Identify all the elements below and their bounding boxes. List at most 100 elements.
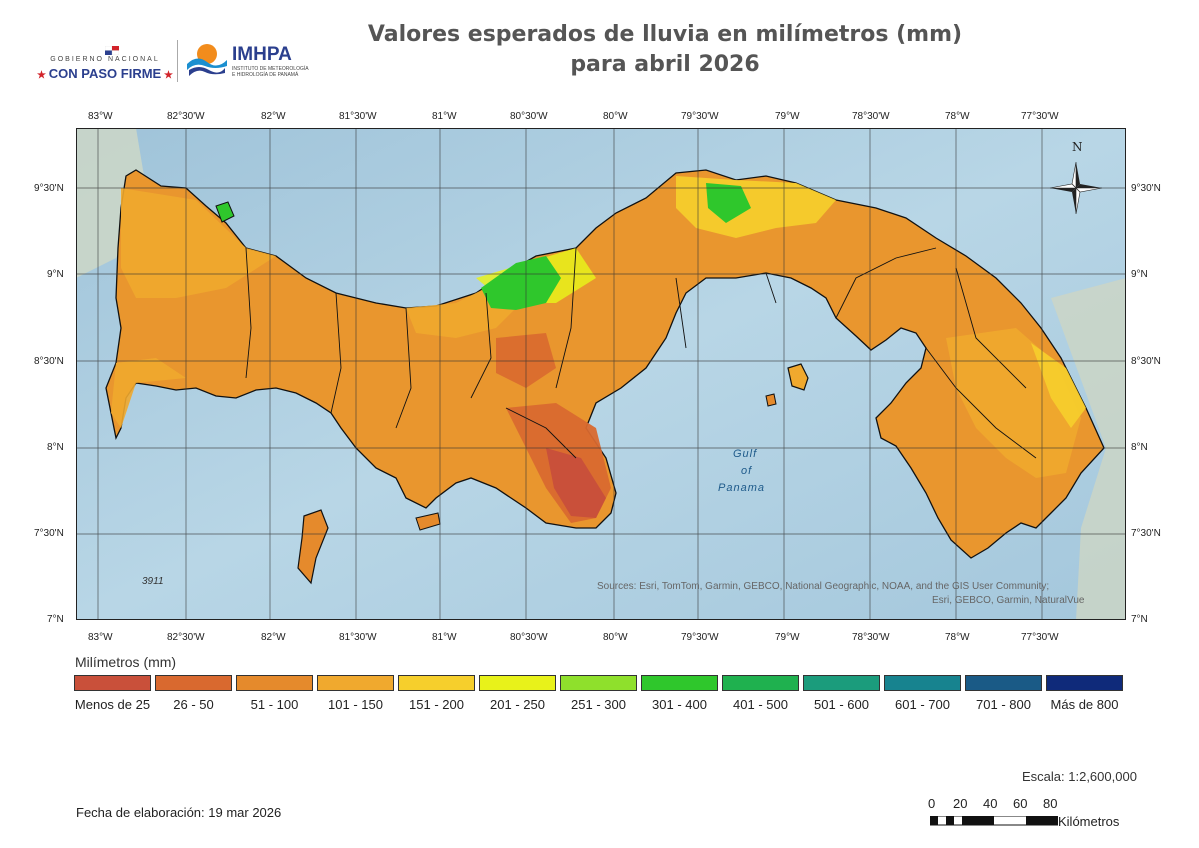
lon-tick-bottom: 83°W <box>88 632 113 643</box>
lon-tick-bottom: 82°W <box>261 632 286 643</box>
legend-label: 301 - 400 <box>652 697 707 712</box>
neighbor-land-east <box>1051 278 1126 620</box>
coiba-island <box>297 509 329 585</box>
scalebar-unit: Kilómetros <box>1058 814 1120 829</box>
lat-tick-left: 7°N <box>47 614 64 625</box>
legend-label: 251 - 300 <box>571 697 626 712</box>
lat-tick-left: 7°30'N <box>34 528 64 539</box>
lat-tick-right: 8°30'N <box>1131 356 1161 367</box>
lat-tick-left: 8°30'N <box>34 356 64 367</box>
depth-label: 3911 <box>142 576 164 587</box>
legend: Menos de 25 26 - 50 51 - 100 101 - 150 151 -… <box>74 675 1126 715</box>
lon-tick-bottom: 79°W <box>775 632 800 643</box>
panama-landmass <box>105 169 1105 559</box>
zone-301-400-north <box>706 183 751 223</box>
imhpa-wave-icon <box>187 44 227 76</box>
lat-tick-right: 7°30'N <box>1131 528 1161 539</box>
legend-label: 151 - 200 <box>409 697 464 712</box>
lon-tick-top: 78°W <box>945 111 970 122</box>
legend-label: Más de 800 <box>1050 697 1119 712</box>
zone-101-150-west <box>121 188 276 298</box>
legend-swatch <box>479 675 556 691</box>
legend-label: 201 - 250 <box>490 697 545 712</box>
legend-swatch <box>560 675 637 691</box>
lon-tick-top: 78°30'W <box>852 111 890 122</box>
scalebar-number: 20 <box>953 796 968 811</box>
legend-swatch <box>641 675 718 691</box>
title-line-1: Valores esperados de lluvia en milímetro… <box>367 22 963 47</box>
scalebar-number: 80 <box>1043 796 1058 811</box>
logo-divider <box>177 40 178 82</box>
lon-tick-bottom: 81°30'W <box>339 632 377 643</box>
legend-label: 26 - 50 <box>173 697 214 712</box>
legend-label: 101 - 150 <box>328 697 383 712</box>
scalebar-number: 40 <box>983 796 998 811</box>
lon-tick-bottom: 78°W <box>945 632 970 643</box>
lat-tick-right: 9°30'N <box>1131 183 1161 194</box>
attribution-line-2: Esri, GEBCO, Garmin, NaturalVue <box>932 595 1085 606</box>
pearl-islands <box>787 363 809 391</box>
lat-tick-right: 9°N <box>1131 269 1148 280</box>
legend-label: 51 - 100 <box>250 697 299 712</box>
graticule <box>76 128 1126 620</box>
lon-tick-top: 81°W <box>432 111 457 122</box>
gulf-label-2: of <box>741 465 753 477</box>
agency-name: IMHPA <box>232 44 292 65</box>
zone-less-25-azuero <box>546 448 606 518</box>
scalebar-number: 0 <box>928 796 936 811</box>
lon-tick-bottom: 78°30'W <box>852 632 890 643</box>
lat-tick-left: 9°N <box>47 269 64 280</box>
legend-swatch <box>317 675 394 691</box>
lat-tick-left: 9°30'N <box>34 183 64 194</box>
fecha-elaboracion: Fecha de elaboración: 19 mar 2026 <box>76 805 282 820</box>
legend-swatch <box>884 675 961 691</box>
north-arrow-icon <box>1049 161 1103 215</box>
title-line-2: para abril 2026 <box>570 52 760 77</box>
scalebar-number: 60 <box>1013 796 1028 811</box>
lon-tick-top: 80°30'W <box>510 111 548 122</box>
gov-line-1: GOBIERNO NACIONAL <box>50 56 160 63</box>
lat-tick-right: 7°N <box>1131 614 1148 625</box>
scale-ratio: Escala: 1:2,600,000 <box>1022 769 1137 784</box>
scale-bar: 0 20 40 60 80 Kilómetros <box>928 796 1148 836</box>
legend-swatch <box>398 675 475 691</box>
lon-tick-top: 79°W <box>775 111 800 122</box>
legend-label: 701 - 800 <box>976 697 1031 712</box>
legend-swatch <box>236 675 313 691</box>
agency-subtitle: INSTITUTO DE METEOROLOGÍA E HIDROLOGÍA D… <box>232 66 309 78</box>
legend-title: Milímetros (mm) <box>75 654 177 670</box>
legend-label: 401 - 500 <box>733 697 788 712</box>
lon-tick-bottom: 77°30'W <box>1021 632 1059 643</box>
lat-tick-left: 8°N <box>47 442 64 453</box>
lon-tick-bottom: 81°W <box>432 632 457 643</box>
lon-tick-top: 82°30'W <box>167 111 205 122</box>
lon-tick-bottom: 79°30'W <box>681 632 719 643</box>
map-title: Valores esperados de lluvia en milímetro… <box>300 20 1030 80</box>
gulf-label-3: Panama <box>718 482 765 494</box>
lon-tick-top: 81°30'W <box>339 111 377 122</box>
scalebar-graphic <box>930 816 1058 826</box>
lon-tick-bottom: 82°30'W <box>167 632 205 643</box>
gov-logo: GOBIERNO NACIONAL ★ CON PASO FIRME ★ <box>35 46 175 81</box>
lon-tick-bottom: 80°W <box>603 632 628 643</box>
bocas-island <box>215 201 235 223</box>
zone-101-150-pacific-west <box>111 358 186 428</box>
lon-tick-top: 83°W <box>88 111 113 122</box>
legend-label: 601 - 700 <box>895 697 950 712</box>
lon-tick-top: 82°W <box>261 111 286 122</box>
gulf-label-1: Gulf <box>733 448 758 460</box>
legend-label: 501 - 600 <box>814 697 869 712</box>
legend-swatch <box>155 675 232 691</box>
zone-151-200-darien-east <box>1031 343 1086 428</box>
lon-tick-top: 80°W <box>603 111 628 122</box>
legend-swatch <box>722 675 799 691</box>
lon-tick-top: 79°30'W <box>681 111 719 122</box>
panama-flag-icon <box>105 46 119 55</box>
north-label: N <box>1072 140 1083 154</box>
neighbor-land-west <box>76 128 146 278</box>
lon-tick-bottom: 80°30'W <box>510 632 548 643</box>
logo-block: GOBIERNO NACIONAL ★ CON PASO FIRME ★ IMH… <box>25 38 325 88</box>
legend-swatch <box>74 675 151 691</box>
gov-line-2: CON PASO FIRME <box>48 66 162 81</box>
legend-label: Menos de 25 <box>74 697 151 712</box>
